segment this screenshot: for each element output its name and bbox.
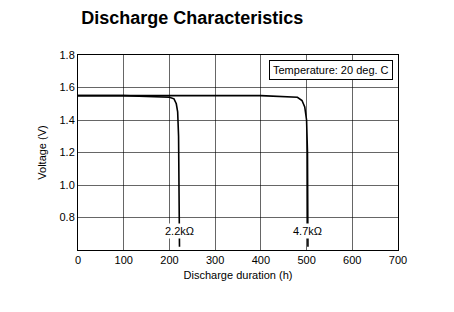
- svg-text:Discharge duration (h): Discharge duration (h): [184, 269, 293, 281]
- svg-text:4.7kΩ: 4.7kΩ: [293, 225, 322, 237]
- svg-text:0: 0: [75, 254, 81, 266]
- svg-text:700: 700: [389, 254, 407, 266]
- svg-text:2.2kΩ: 2.2kΩ: [165, 225, 194, 237]
- svg-text:100: 100: [115, 254, 133, 266]
- svg-text:1.0: 1.0: [60, 179, 75, 191]
- svg-text:1.2: 1.2: [60, 146, 75, 158]
- svg-text:600: 600: [343, 254, 361, 266]
- svg-text:400: 400: [252, 254, 270, 266]
- svg-text:Temperature: 20 deg. C: Temperature: 20 deg. C: [273, 64, 389, 76]
- svg-text:300: 300: [206, 254, 224, 266]
- svg-text:0.8: 0.8: [60, 211, 75, 223]
- svg-text:1.8: 1.8: [60, 49, 75, 61]
- svg-text:Voltage (V): Voltage (V): [36, 125, 48, 179]
- svg-text:1.4: 1.4: [60, 114, 75, 126]
- svg-text:200: 200: [160, 254, 178, 266]
- svg-text:1.6: 1.6: [60, 81, 75, 93]
- svg-text:Discharge Characteristics: Discharge Characteristics: [81, 8, 303, 28]
- svg-text:500: 500: [297, 254, 315, 266]
